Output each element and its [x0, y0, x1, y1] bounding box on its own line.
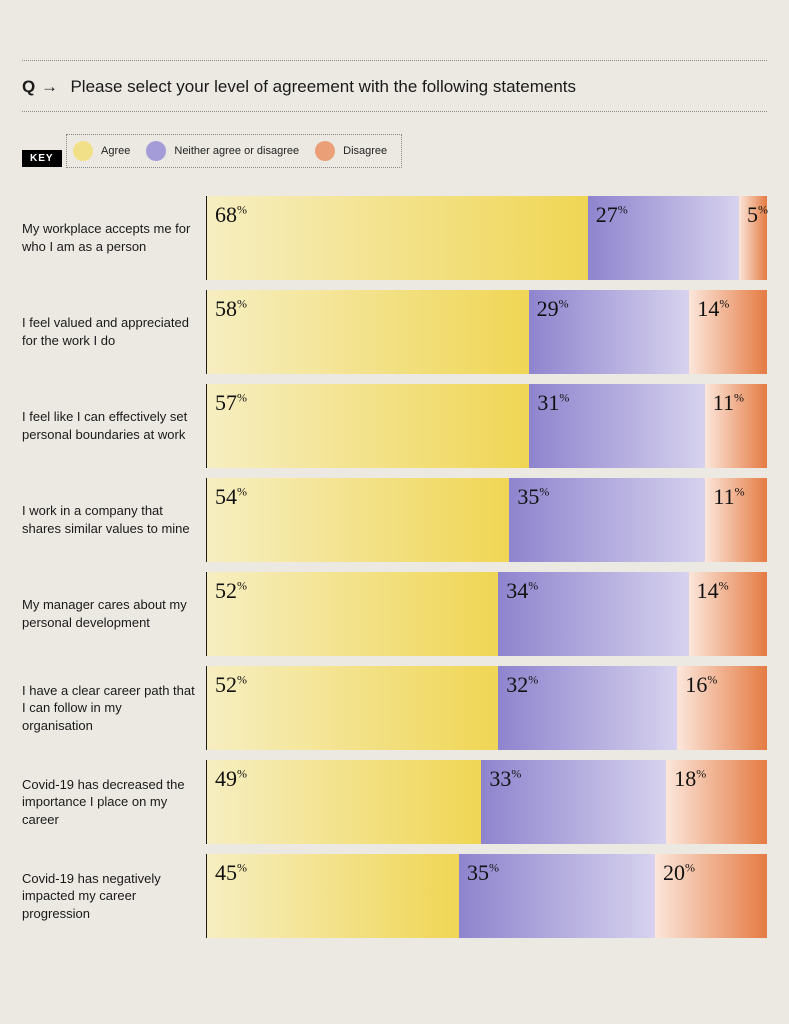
bar-segment-disagree: 14%	[689, 290, 767, 374]
bar-segment-neither: 32%	[498, 666, 677, 750]
bar-segment-disagree: 14%	[689, 572, 767, 656]
bar-segment-neither: 27%	[588, 196, 739, 280]
chart-row: My manager cares about my personal devel…	[22, 572, 767, 656]
chart-row: I work in a company that shares similar …	[22, 478, 767, 562]
segment-value: 31%	[537, 390, 569, 416]
chart-row: I have a clear career path that I can fo…	[22, 666, 767, 750]
legend-item: Neither agree or disagree	[146, 141, 299, 161]
legend-swatch	[73, 141, 93, 161]
q-letter: Q	[22, 77, 36, 96]
segment-value: 11%	[713, 390, 744, 416]
question-header: Q → Please select your level of agreemen…	[22, 60, 767, 112]
legend-item: Disagree	[315, 141, 387, 161]
stacked-bar: 49% 33% 18%	[207, 760, 767, 844]
bar-segment-agree: 68%	[207, 196, 588, 280]
bar-segment-agree: 57%	[207, 384, 529, 468]
bar-segment-disagree: 18%	[666, 760, 767, 844]
segment-value: 52%	[215, 578, 247, 604]
row-label: My manager cares about my personal devel…	[22, 572, 207, 656]
question-prefix: Q →	[22, 77, 58, 97]
legend-item: Agree	[73, 141, 130, 161]
segment-value: 57%	[215, 390, 247, 416]
row-label: I feel like I can effectively set person…	[22, 384, 207, 468]
bar-segment-agree: 49%	[207, 760, 481, 844]
bar-segment-neither: 34%	[498, 572, 688, 656]
question-row: Q → Please select your level of agreemen…	[22, 77, 767, 97]
segment-value: 14%	[697, 296, 729, 322]
segment-value: 35%	[467, 860, 499, 886]
arrow-icon: →	[41, 77, 59, 96]
chart-row: I feel valued and appreciated for the wo…	[22, 290, 767, 374]
row-label: Covid-19 has negatively impacted my care…	[22, 854, 207, 938]
segment-value: 14%	[697, 578, 729, 604]
bar-segment-agree: 52%	[207, 572, 498, 656]
bar-segment-disagree: 11%	[705, 478, 767, 562]
bar-segment-neither: 35%	[509, 478, 705, 562]
row-label: I work in a company that shares similar …	[22, 478, 207, 562]
segment-value: 52%	[215, 672, 247, 698]
bar-segment-agree: 45%	[207, 854, 459, 938]
question-prompt: Please select your level of agreement wi…	[70, 77, 576, 97]
segment-value: 29%	[537, 296, 569, 322]
row-label: Covid-19 has decreased the importance I …	[22, 760, 207, 844]
bar-segment-agree: 52%	[207, 666, 498, 750]
segment-value: 34%	[506, 578, 538, 604]
segment-value: 58%	[215, 296, 247, 322]
chart-row: Covid-19 has decreased the importance I …	[22, 760, 767, 844]
chart-row: I feel like I can effectively set person…	[22, 384, 767, 468]
segment-value: 35%	[517, 484, 549, 510]
legend-title: KEY	[22, 150, 62, 167]
segment-value: 11%	[713, 484, 744, 510]
stacked-bar: 57% 31% 11%	[207, 384, 767, 468]
row-label: My workplace accepts me for who I am as …	[22, 196, 207, 280]
chart-row: Covid-19 has negatively impacted my care…	[22, 854, 767, 938]
stacked-bar: 58% 29% 14%	[207, 290, 767, 374]
legend-swatch	[315, 141, 335, 161]
bar-segment-neither: 29%	[529, 290, 690, 374]
bar-segment-neither: 35%	[459, 854, 655, 938]
segment-value: 49%	[215, 766, 247, 792]
segment-value: 54%	[215, 484, 247, 510]
stacked-bar: 45% 35% 20%	[207, 854, 767, 938]
segment-value: 33%	[489, 766, 521, 792]
stacked-bar-chart: My workplace accepts me for who I am as …	[22, 196, 767, 938]
segment-value: 32%	[506, 672, 538, 698]
segment-value: 5%	[747, 202, 768, 228]
legend-label: Agree	[101, 145, 130, 157]
stacked-bar: 68% 27% 5%	[207, 196, 767, 280]
segment-value: 18%	[674, 766, 706, 792]
bar-segment-neither: 31%	[529, 384, 704, 468]
bar-segment-agree: 54%	[207, 478, 509, 562]
legend-box: Agree Neither agree or disagree Disagree	[66, 134, 402, 168]
bar-segment-disagree: 5%	[739, 196, 767, 280]
stacked-bar: 52% 32% 16%	[207, 666, 767, 750]
segment-value: 20%	[663, 860, 695, 886]
legend-label: Neither agree or disagree	[174, 145, 299, 157]
chart-row: My workplace accepts me for who I am as …	[22, 196, 767, 280]
legend-swatch	[146, 141, 166, 161]
row-label: I feel valued and appreciated for the wo…	[22, 290, 207, 374]
row-label: I have a clear career path that I can fo…	[22, 666, 207, 750]
bar-segment-agree: 58%	[207, 290, 529, 374]
segment-value: 27%	[596, 202, 628, 228]
bar-segment-disagree: 11%	[705, 384, 767, 468]
legend: KEY Agree Neither agree or disagree Disagr…	[22, 134, 767, 168]
segment-value: 68%	[215, 202, 247, 228]
bar-segment-neither: 33%	[481, 760, 666, 844]
segment-value: 45%	[215, 860, 247, 886]
bar-segment-disagree: 16%	[677, 666, 767, 750]
bar-segment-disagree: 20%	[655, 854, 767, 938]
stacked-bar: 52% 34% 14%	[207, 572, 767, 656]
legend-label: Disagree	[343, 145, 387, 157]
stacked-bar: 54% 35% 11%	[207, 478, 767, 562]
segment-value: 16%	[685, 672, 717, 698]
